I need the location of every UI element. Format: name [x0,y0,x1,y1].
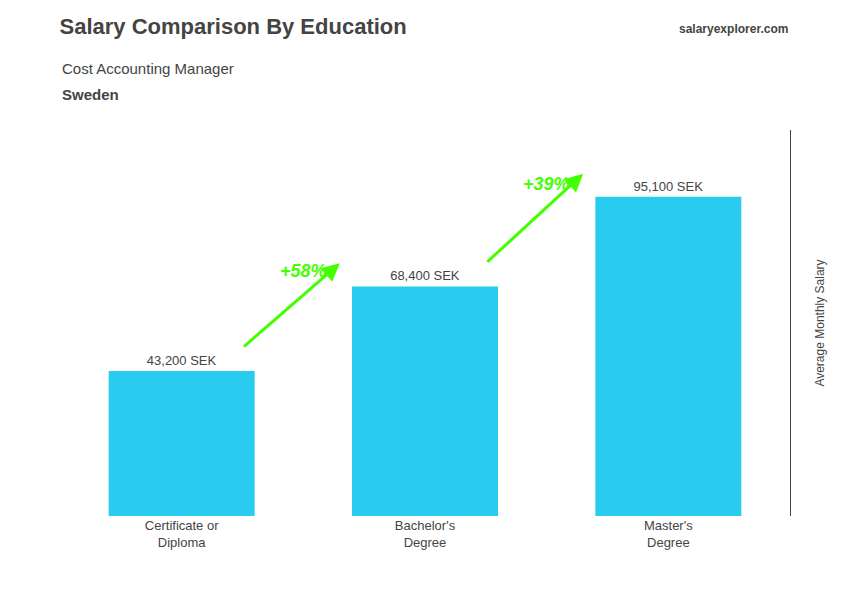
svg-text:Master'sDegree: Master'sDegree [644,518,693,550]
svg-text:43,200 SEK: 43,200 SEK [147,353,217,368]
svg-text:Sweden: Sweden [62,86,119,103]
svg-text:+58%: +58% [280,261,327,281]
svg-text:Average Monthly Salary: Average Monthly Salary [813,259,827,386]
svg-text:95,100 SEK: 95,100 SEK [633,179,703,194]
svg-text:+39%: +39% [523,174,570,194]
svg-text:Bachelor'sDegree: Bachelor'sDegree [395,518,456,550]
svg-text:Cost Accounting Manager: Cost Accounting Manager [62,60,234,77]
svg-text:Salary Comparison By Education: Salary Comparison By Education [60,14,407,39]
svg-text:Certificate orDiploma: Certificate orDiploma [145,518,219,550]
svg-text:salaryexplorer.com: salaryexplorer.com [679,22,788,36]
svg-text:68,400 SEK: 68,400 SEK [390,268,460,283]
